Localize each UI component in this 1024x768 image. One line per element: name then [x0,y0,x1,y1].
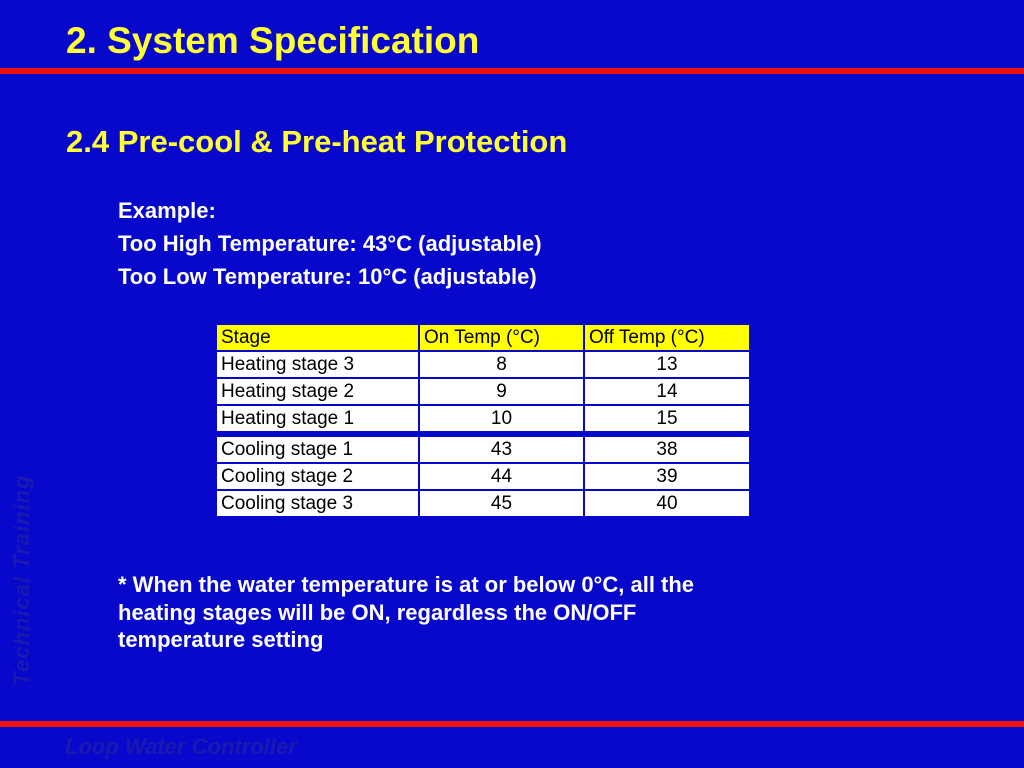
cell-value: 14 [583,377,751,406]
subtitle: 2.4 Pre-cool & Pre-heat Protection [66,124,568,159]
cell-value: 38 [583,431,751,464]
table-row: Heating stage 1 10 15 [215,404,751,435]
title: 2. System Specification [66,20,480,61]
intro-line: Example: [118,198,216,223]
intro-line: Too Low Temperature: 10°C (adjustable) [118,264,537,289]
stage-name: Cooling stage 3 [215,489,420,518]
column-header: Stage [215,323,420,352]
intro-line: Too High Temperature: 43°C (adjustable) [118,231,542,256]
table-row: Cooling stage 2 44 39 [215,462,751,491]
table-row: Cooling stage 3 45 40 [215,489,751,518]
title-rule [0,68,1024,74]
cell-value: 9 [418,377,585,406]
column-header: On Temp (°C) [418,323,585,352]
cell-value: 40 [583,489,751,518]
cell-value: 10 [418,404,585,435]
stage-name: Heating stage 1 [215,404,420,435]
stage-name: Cooling stage 2 [215,462,420,491]
cell-value: 39 [583,462,751,491]
cell-value: 45 [418,489,585,518]
cell-value: 15 [583,404,751,435]
stage-name: Cooling stage 1 [215,431,420,464]
note-line: heating stages will be ON, regardless th… [118,599,637,625]
stage-name: Heating stage 3 [215,350,420,379]
note-line: * When the water temperature is at or be… [118,572,695,597]
footer: Loop Water Controller [65,734,297,759]
stage-table: Stage On Temp (°C) Off Temp (°C) Heating st… [215,323,751,518]
watermark: Technical Training [9,474,34,686]
footer-rule [0,721,1024,727]
cell-value: 43 [418,431,585,464]
table-row: Heating stage 3 8 13 [215,350,751,379]
cell-value: 44 [418,462,585,491]
stage-name: Heating stage 2 [215,377,420,406]
note-line: temperature setting [118,627,324,652]
cell-value: 13 [583,350,751,379]
header-row: Stage On Temp (°C) Off Temp (°C) [215,323,751,352]
column-header: Off Temp (°C) [583,323,751,352]
table-row: Cooling stage 1 43 38 [215,431,751,464]
table-row: Heating stage 2 9 14 [215,377,751,406]
cell-value: 8 [418,350,585,379]
